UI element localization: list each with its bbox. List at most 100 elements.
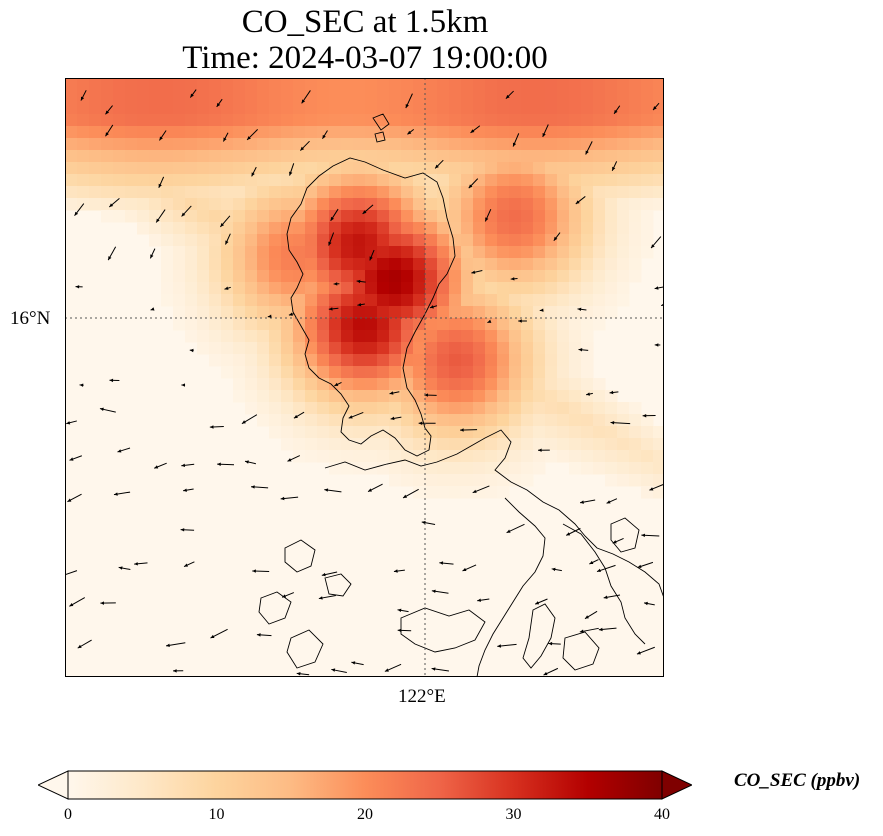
field-cell (521, 78, 534, 91)
field-cell (449, 474, 462, 487)
field-cell (569, 306, 582, 319)
field-cell (497, 78, 510, 91)
field-cell (365, 234, 378, 247)
field-cell (545, 378, 558, 391)
field-cell (353, 174, 366, 187)
field-cell (521, 306, 534, 319)
field-cell (329, 330, 342, 343)
field-cell (449, 426, 462, 439)
field-cell (329, 294, 342, 307)
field-cell (185, 102, 198, 115)
field-cell (281, 150, 294, 163)
field-cell (653, 174, 664, 187)
field-cell (65, 162, 78, 175)
field-cell (377, 306, 390, 319)
field-cell (461, 462, 474, 475)
wind-arrow (487, 319, 492, 324)
field-cell (521, 426, 534, 439)
field-cell (509, 102, 522, 115)
wind-arrow (393, 569, 405, 573)
field-cell (317, 210, 330, 223)
field-cell (485, 150, 498, 163)
field-cell (473, 474, 486, 487)
field-cell (605, 402, 618, 415)
field-cell (497, 90, 510, 103)
field-cell (641, 462, 654, 475)
field-cell (617, 402, 630, 415)
field-cell (605, 390, 618, 403)
field-cell (209, 222, 222, 235)
field-cell (509, 150, 522, 163)
field-cell (269, 186, 282, 199)
field-cell (389, 102, 402, 115)
field-cell (365, 210, 378, 223)
field-cell (329, 114, 342, 127)
field-cell (221, 246, 234, 259)
wind-arrow (181, 383, 186, 387)
field-cell (569, 426, 582, 439)
field-cell (317, 378, 330, 391)
field-cell (605, 222, 618, 235)
field-cell (473, 402, 486, 415)
field-cell (245, 258, 258, 271)
field-cell (281, 402, 294, 415)
field-cell (281, 114, 294, 127)
field-cell (521, 474, 534, 487)
field-cell (173, 234, 186, 247)
field-cell (473, 90, 486, 103)
field-cell (365, 126, 378, 139)
field-cell (401, 174, 414, 187)
field-cell (245, 342, 258, 355)
field-cell (509, 318, 522, 331)
field-cell (341, 126, 354, 139)
field-cell (377, 426, 390, 439)
field-cell (341, 294, 354, 307)
field-cell (413, 378, 426, 391)
field-cell (413, 114, 426, 127)
field-cell (629, 174, 642, 187)
colorbar-extend-max (661, 770, 692, 800)
field-cell (425, 210, 438, 223)
field-cell (161, 186, 174, 199)
field-cell (257, 102, 270, 115)
field-cell (281, 366, 294, 379)
field-cell (341, 114, 354, 127)
field-cell (341, 138, 354, 151)
wind-arrow (579, 627, 599, 633)
field-cell (173, 114, 186, 127)
wind-arrow (69, 597, 86, 607)
field-cell (389, 162, 402, 175)
field-cell (89, 78, 102, 91)
field-cell (365, 390, 378, 403)
field-cell (533, 306, 546, 319)
field-cell (629, 126, 642, 139)
field-cell (569, 198, 582, 211)
field-cell (197, 78, 210, 91)
field-cell (101, 78, 114, 91)
field-cell (617, 450, 630, 463)
field-cell (569, 282, 582, 295)
field-cell (425, 354, 438, 367)
field-cell (221, 126, 234, 139)
field-cell (221, 174, 234, 187)
wind-arrow (321, 571, 338, 577)
field-cell (593, 102, 606, 115)
field-cell (545, 306, 558, 319)
field-cell (449, 330, 462, 343)
wind-arrow (654, 286, 664, 290)
field-cell (149, 174, 162, 187)
wind-arrow (217, 462, 235, 466)
field-cell (461, 222, 474, 235)
field-cell (365, 330, 378, 343)
field-cell (65, 126, 78, 139)
field-cell (521, 270, 534, 283)
field-cell (365, 306, 378, 319)
field-cell (329, 222, 342, 235)
field-cell (629, 150, 642, 163)
field-cell (101, 210, 114, 223)
field-cell (449, 234, 462, 247)
field-cell (341, 246, 354, 259)
field-cell (245, 282, 258, 295)
field-cell (581, 330, 594, 343)
field-cell (545, 450, 558, 463)
